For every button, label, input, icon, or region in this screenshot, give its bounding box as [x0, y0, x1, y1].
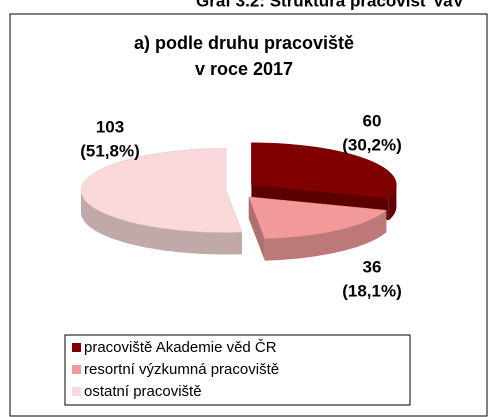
pie-slice	[80, 148, 243, 233]
pie-slice	[248, 196, 387, 239]
chart-title: v roce 2017	[195, 59, 293, 79]
data-label: 60	[363, 111, 382, 130]
legend-label: pracoviště Akademie věd ČR	[84, 339, 277, 356]
legend-frame	[64, 334, 411, 406]
data-label: (30,2%)	[342, 135, 402, 154]
pie-slice	[251, 142, 397, 199]
data-label: (18,1%)	[342, 281, 402, 300]
slice-side	[81, 190, 242, 255]
legend-label: resortní výzkumná pracoviště	[84, 361, 279, 378]
slice-side	[264, 210, 387, 261]
legend-label: ostatní pracoviště	[84, 383, 202, 400]
legend-swatch	[72, 365, 81, 374]
chart-title: a) podle druhu pracoviště	[134, 33, 354, 53]
slice-wall	[248, 196, 265, 261]
legend-swatch	[72, 387, 81, 396]
data-label: 103	[96, 117, 124, 136]
header: Graf 3.2: Struktura pracovišť VaV	[196, 0, 465, 10]
data-label: (51,8%)	[80, 141, 140, 160]
slice-side	[388, 184, 397, 221]
legend-swatch	[72, 343, 81, 352]
data-label: 36	[363, 257, 382, 276]
